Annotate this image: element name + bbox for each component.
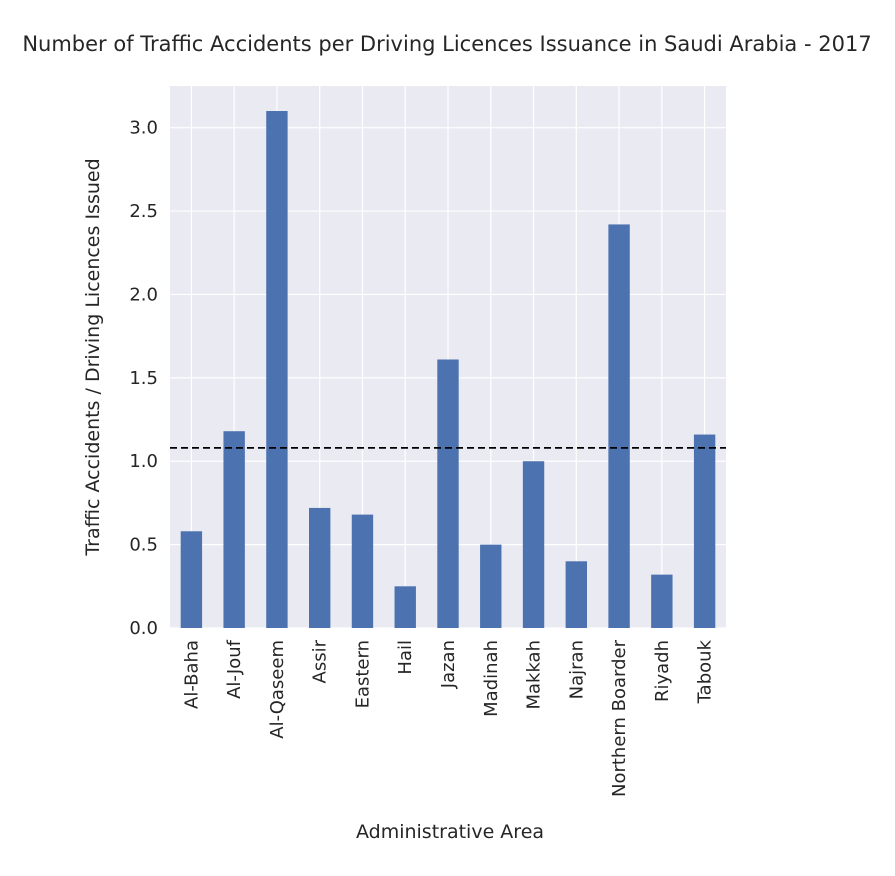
x-axis-label: Administrative Area [356, 821, 544, 843]
x-tick-label: Northern Boarder [609, 639, 630, 797]
y-tick-label: 2.5 [129, 201, 158, 222]
x-tick-label: Al-Baha [181, 640, 202, 709]
y-tick-label: 3.0 [129, 118, 158, 139]
y-tick-label: 0.5 [129, 535, 158, 556]
y-tick-label: 1.5 [129, 368, 158, 389]
y-axis-label: Traffic Accidents / Driving Licences Iss… [82, 158, 104, 556]
x-tick-label: Madinah [481, 640, 502, 717]
bar-al-jouf [223, 431, 245, 628]
x-tick-label: Tabouk [695, 639, 716, 704]
bar-tabouk [693, 434, 716, 628]
bar-madinah [480, 544, 502, 628]
x-tick-label: Riyadh [652, 640, 673, 702]
bar-al-qaseem [266, 111, 288, 628]
x-tick-label: Al-Jouf [224, 639, 245, 699]
x-tick-label: Eastern [352, 640, 373, 708]
y-tick-label: 2.0 [129, 284, 158, 305]
x-tick-labels: Al-Baha Al-Jouf Al-Qaseem Assir Eastern Hail J… [181, 639, 715, 797]
bar-najran [565, 561, 587, 628]
x-tick-label: Al-Qaseem [267, 640, 288, 739]
bar-al-baha [180, 531, 203, 628]
y-tick-label: 1.0 [129, 451, 158, 472]
x-tick-label: Makkah [524, 640, 545, 710]
bar-riyadh [651, 574, 673, 628]
bar-eastern [351, 514, 374, 628]
chart-title: Number of Traffic Accidents per Driving … [22, 32, 871, 56]
x-tick-label: Najran [566, 640, 587, 699]
y-tick-label: 0.0 [129, 618, 158, 639]
bar-hail [394, 586, 416, 628]
x-tick-label: Jazan [438, 640, 459, 689]
x-tick-label: Hail [395, 640, 416, 675]
y-tick-labels: 0.0 0.5 1.0 1.5 2.0 2.5 3.0 [129, 118, 158, 639]
x-tick-label: Assir [310, 639, 331, 683]
bar-assir [309, 507, 331, 628]
bar-jazan [437, 359, 459, 628]
bar-northern-boarder [608, 224, 630, 628]
bar-makkah [522, 461, 545, 628]
bars [180, 111, 716, 628]
